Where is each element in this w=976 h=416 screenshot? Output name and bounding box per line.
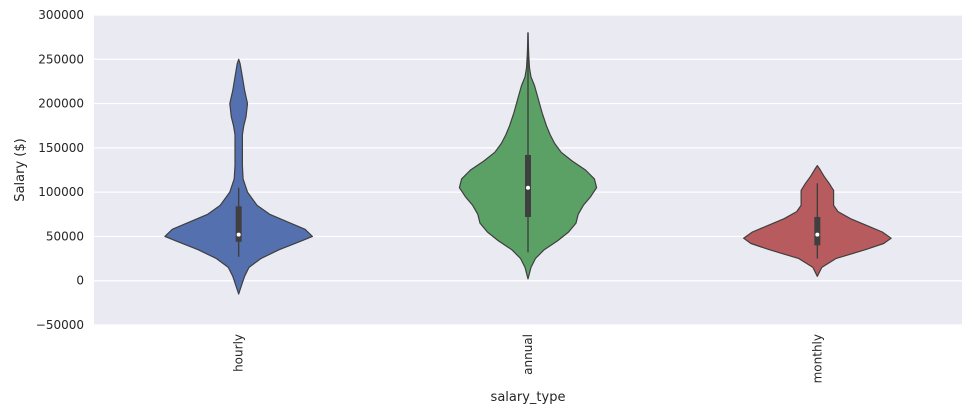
median-marker xyxy=(815,232,820,237)
x-tick-label: hourly xyxy=(232,334,246,372)
violin-hourly xyxy=(164,58,313,295)
y-tick-labels: −50000 0 50000 100000 150000 200000 250000 3000… xyxy=(36,8,84,332)
y-tick-label: 250000 xyxy=(38,52,84,66)
y-tick-label: 200000 xyxy=(38,97,84,111)
y-axis-label: Salary ($) xyxy=(13,138,28,201)
violin-monthly xyxy=(743,165,892,277)
median-marker xyxy=(526,185,530,190)
violin-annual xyxy=(458,32,598,280)
y-tick-label: 150000 xyxy=(38,141,84,155)
x-tick-label: annual xyxy=(521,334,535,375)
violin-body xyxy=(164,58,313,295)
violins xyxy=(164,32,892,295)
y-tick-label: 300000 xyxy=(38,8,84,22)
x-axis-label: salary_type xyxy=(491,390,566,405)
y-tick-label: 100000 xyxy=(38,185,84,199)
x-tick-label: monthly xyxy=(810,334,824,383)
y-tick-label: 50000 xyxy=(46,229,84,243)
iqr-box xyxy=(814,216,821,246)
iqr-box xyxy=(235,206,242,242)
y-tick-label: −50000 xyxy=(36,318,84,332)
x-tick-labels: hourly annual monthly xyxy=(232,334,825,383)
median-marker xyxy=(236,232,241,237)
y-tick-label: 0 xyxy=(76,274,84,288)
